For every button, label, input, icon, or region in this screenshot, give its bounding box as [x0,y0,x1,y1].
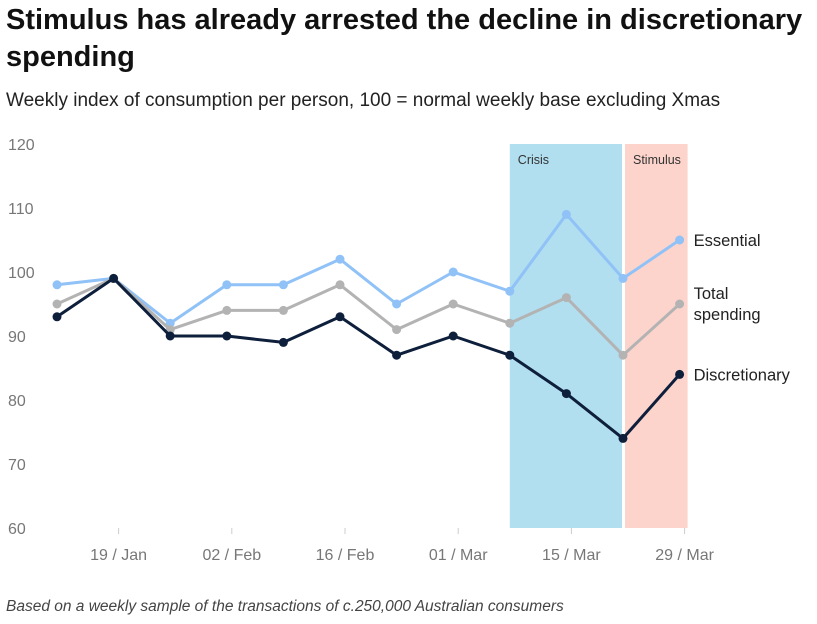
band-stimulus [625,144,688,528]
band-label-stimulus: Stimulus [633,153,681,167]
y-tick-label: 60 [8,521,26,538]
bands-layer: Crisis Stimulus [509,144,688,528]
data-point-essential [392,299,402,309]
x-tick-label: 16 / Feb [316,547,375,564]
chart-subtitle: Weekly index of consumption per person, … [6,90,721,111]
data-point-essential [222,280,232,290]
data-point-discretionary [392,350,402,360]
series-labels: Essential Total spending Discretionary [694,232,791,384]
band-label-crisis: Crisis [518,153,549,167]
data-point-essential [618,273,628,283]
series-label-essential: Essential [694,232,761,250]
series-label-discretionary: Discretionary [694,366,791,384]
data-point-discretionary [165,331,175,341]
data-point-discretionary [618,433,628,443]
x-tick-label: 19 / Jan [90,547,147,564]
data-point-discretionary [52,312,62,322]
chart-footnote: Based on a weekly sample of the transact… [6,598,564,615]
series-label-total-spending: Total spending [694,285,761,324]
data-point-discretionary [335,312,345,322]
data-point-discretionary [675,369,685,379]
data-point-total-spending [392,325,402,335]
data-point-total-spending [52,299,62,309]
data-point-essential [505,286,515,296]
data-point-total-spending [278,305,288,315]
data-point-total-spending [618,350,628,360]
x-tick-label: 02 / Feb [202,547,261,564]
x-axis: 19 / Jan 02 / Feb 16 / Feb 01 / Mar 15 / Mar… [90,528,715,564]
data-point-total-spending [448,299,458,309]
data-point-essential [448,267,458,277]
y-axis: 60 70 80 90 100 110 120 [8,137,35,538]
data-point-total-spending [561,293,571,303]
data-point-essential [675,235,685,245]
series-line-total-spending [56,276,681,357]
series-layer [52,209,685,443]
data-point-discretionary [222,331,232,341]
series-line-essential [56,212,681,325]
data-point-essential [335,254,345,264]
y-tick-label: 110 [8,201,34,218]
data-point-essential [165,318,175,328]
data-point-discretionary [109,273,119,283]
y-tick-label: 120 [8,137,35,154]
data-point-discretionary [505,350,515,360]
y-tick-label: 90 [8,329,26,346]
data-point-total-spending [505,318,515,328]
data-point-total-spending [675,299,685,309]
data-point-essential [52,280,62,290]
data-point-discretionary [448,331,458,341]
data-point-essential [561,209,571,219]
data-point-total-spending [222,305,232,315]
y-tick-label: 80 [8,393,26,410]
chart-title: Stimulus has already arrested the declin… [6,4,803,73]
data-point-essential [278,280,288,290]
x-tick-label: 15 / Mar [542,547,601,564]
x-tick-label: 01 / Mar [429,547,488,564]
y-tick-label: 70 [8,457,26,474]
series-line-discretionary [56,276,681,440]
x-tick-label: 29 / Mar [655,547,714,564]
y-tick-label: 100 [8,265,35,282]
data-point-discretionary [278,337,288,347]
data-point-total-spending [335,280,345,290]
data-point-discretionary [561,389,571,399]
